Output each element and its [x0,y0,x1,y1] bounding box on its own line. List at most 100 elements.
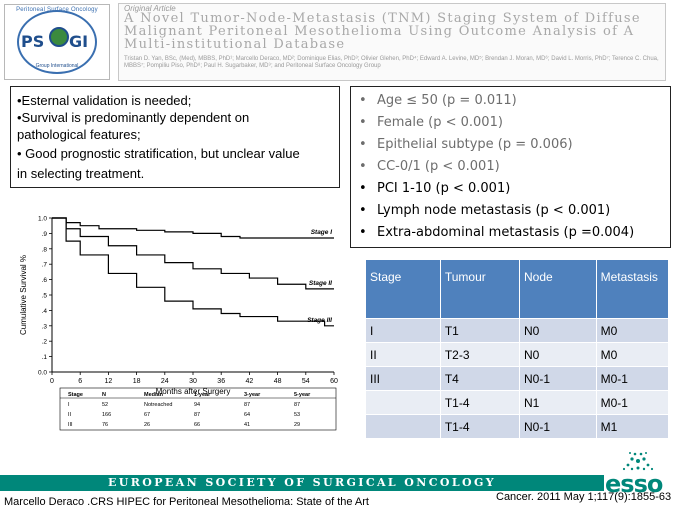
factor-item: • PCI 1-10 (p < 0.001) [359,181,510,196]
x-tick-label: 42 [246,378,254,385]
note-line: in selecting treatment. [17,166,145,181]
factor-item: • Lymph node metastasis (p < 0.001) [359,203,610,218]
table-cell [365,414,441,439]
summary-cell: 166 [102,412,111,418]
table-row: T1-4 N1 M0-1 [365,390,670,415]
x-tick-label: 48 [274,378,282,385]
x-tick-label: 60 [330,378,338,385]
paper-header [118,3,666,81]
factor-text: CC-0/1 (p < 0.001) [377,159,500,174]
psogi-logo: Peritoneal Surface Oncology PS GI Group … [4,4,110,80]
bullet-icon: • [359,181,367,196]
table-row: II T2-3 N0 M0 [365,342,670,367]
y-tick-label: 1.0 [38,216,47,223]
series-label: Stage I [311,229,333,236]
factor-item: • Female (p < 0.001) [359,115,503,130]
globe-icon [49,27,69,47]
society-name: EUROPEAN SOCIETY OF SURGICAL ONCOLOGY [107,476,497,489]
y-tick-label: .5 [42,293,48,300]
note-line: • Good prognostic stratification, but un… [17,146,300,161]
logo-letters-left: PS [21,32,45,51]
table-cell: M1 [595,414,670,439]
table-header-cell: Node [518,259,597,319]
summary-cell: 64 [244,412,250,418]
table-cell: M0-1 [595,390,670,415]
logo-ring [17,10,97,74]
table-header-cell: Metastasis [595,259,670,319]
x-tick-label: 6 [78,378,82,385]
note-line: •Survival is predominantly dependent on [17,110,250,125]
table-header-cell: Stage [365,259,441,319]
table-row: T1-4 N0-1 M1 [365,414,670,439]
validation-notes-box: •Esternal validation is needed; •Surviva… [10,86,340,188]
paper-title: A Novel Tumor-Node-Metastasis (TNM) Stag… [124,11,641,52]
y-axis-label: Cumulative Survival % [19,255,28,335]
y-tick-label: .7 [42,262,48,269]
summary-cell: 94 [194,402,200,408]
y-tick-label: .2 [42,339,48,346]
bullet-icon: • [359,137,367,152]
summary-cell: 67 [144,412,150,418]
prognostic-factors-box: • Age ≤ 50 (p = 0.011) • Female (p < 0.001… [350,86,671,248]
table-cell: III [365,366,441,391]
summary-cell: 53 [294,412,300,418]
note-line: pathological features; [17,127,141,142]
factor-item: • Extra-abdominal metastasis (p =0.004) [359,225,634,240]
summary-cell: 26 [144,422,150,428]
table-cell [365,390,441,415]
table-cell: T1-4 [439,390,520,415]
y-tick-label: .8 [42,246,48,253]
x-tick-label: 12 [105,378,113,385]
factor-text: Epithelial subtype (p = 0.006) [377,137,573,152]
x-tick-label: 18 [133,378,141,385]
summary-table-frame [59,387,337,431]
y-tick-label: .6 [42,277,48,284]
note-line: •Esternal validation is needed; [17,93,192,108]
table-cell: M0-1 [595,366,670,391]
summary-cell: 87 [194,412,200,418]
tnm-stage-table: Stage Tumour Node Metastasis I T1 N0 M0 … [365,259,670,439]
table-row: I T1 N0 M0 [365,318,670,343]
summary-cell: I [68,402,70,408]
summary-cell: 29 [294,422,300,428]
table-cell: T1-4 [439,414,520,439]
bullet-icon: • [359,93,367,108]
factor-item: • Age ≤ 50 (p = 0.011) [359,93,517,108]
summary-header-cell: Median [144,392,164,398]
survival-curve [52,217,334,239]
society-banner [0,475,604,491]
summary-cell: Notreached [144,402,172,408]
survival-curve [52,217,334,290]
y-tick-label: .9 [42,231,48,238]
x-tick-label: 24 [161,378,169,385]
bullet-icon: • [359,203,367,218]
logo-letters-right: GI [69,32,89,51]
factor-text: Extra-abdominal metastasis (p =0.004) [377,225,635,240]
table-cell: II [365,342,441,367]
x-tick-label: 36 [217,378,225,385]
summary-cell: 87 [294,402,300,408]
summary-header-cell: N [102,392,106,398]
bullet-icon: • [359,225,367,240]
summary-cell: 66 [194,422,200,428]
summary-header-cell: 5-year [294,392,311,398]
y-tick-label: .4 [42,308,48,315]
summary-header-cell: Stage [68,392,83,398]
factor-item: • CC-0/1 (p < 0.001) [359,159,500,174]
table-cell: N1 [518,390,597,415]
summary-cell: III [68,422,73,428]
series-label: Stage III [307,317,332,324]
bullet-icon: • [359,159,367,174]
summary-header-cell: 1-year [194,392,211,398]
y-tick-label: .3 [42,323,48,330]
factor-text: Lymph node metastasis (p < 0.001) [377,203,611,218]
table-cell: T2-3 [439,342,520,367]
summary-cell: 87 [244,402,250,408]
x-tick-label: 54 [302,378,310,385]
series-label: Stage II [309,280,332,287]
x-tick-label: 30 [189,378,197,385]
table-cell: I [365,318,441,343]
table-cell: T4 [439,366,520,391]
factor-text: Age ≤ 50 (p = 0.011) [377,93,517,108]
table-header-cell: Tumour [439,259,520,319]
